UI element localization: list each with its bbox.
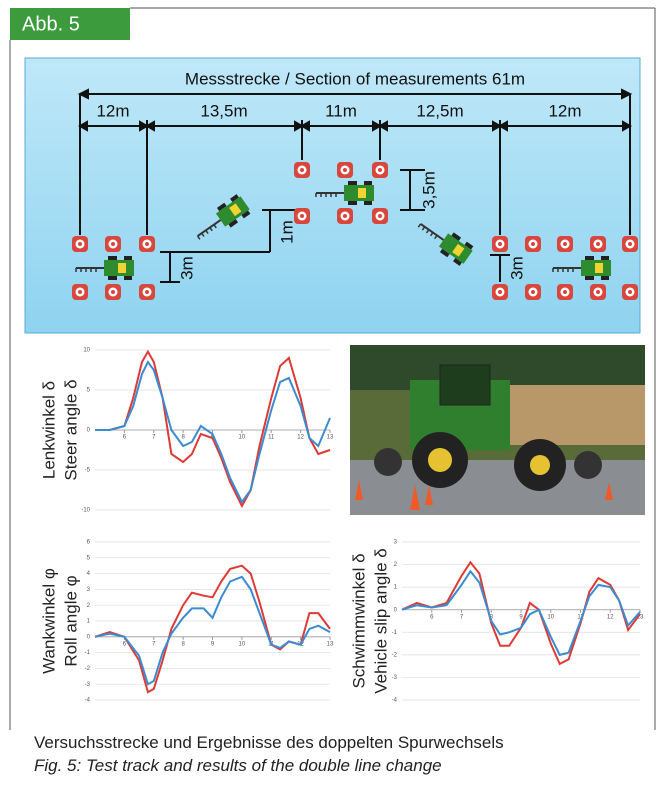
photo	[350, 345, 645, 515]
y-axis-label: Lenkwinkel δ	[39, 381, 58, 479]
y-axis-label: Roll angle φ	[61, 575, 80, 666]
offset-label: 3m	[177, 256, 196, 280]
y-tick-label: 0	[394, 607, 398, 613]
x-tick-label: 10	[547, 614, 554, 620]
y-tick-label: 10	[83, 348, 90, 354]
figure-label: Abb. 5	[22, 13, 80, 35]
y-tick-label: 3	[87, 587, 91, 593]
y-tick-label: 1	[87, 619, 91, 625]
y-tick-label: -1	[85, 650, 91, 656]
x-tick-label: 10	[239, 435, 246, 441]
segment-label: 13,5m	[200, 101, 247, 120]
y-tick-label: -1	[392, 630, 398, 636]
diagram-title: Messstrecke / Section of measurements 61…	[185, 69, 525, 88]
offset-label: 3,5m	[419, 171, 438, 209]
y-axis-label: Vehicle slip angle δ	[371, 548, 390, 694]
segment-label: 11m	[325, 101, 357, 120]
segment-label: 12,5m	[416, 101, 463, 120]
y-tick-label: 3	[394, 540, 398, 546]
y-tick-label: 0	[87, 428, 91, 434]
offset-label: 1m	[277, 220, 296, 244]
figure: Abb. 5 Messstrecke / Section of measurem…	[0, 0, 660, 790]
x-tick-label: 13	[327, 641, 334, 647]
y-tick-label: 5	[87, 555, 91, 561]
y-tick-label: -2	[85, 666, 91, 672]
y-axis-label: Steer angle δ	[61, 379, 80, 480]
y-tick-label: -3	[85, 682, 91, 688]
plot-area	[402, 542, 640, 700]
x-tick-label: 12	[607, 614, 614, 620]
y-tick-label: -2	[392, 652, 398, 658]
caption-en: Fig. 5: Test track and results of the do…	[34, 756, 442, 776]
y-tick-label: 0	[87, 634, 91, 640]
y-tick-label: 2	[87, 603, 91, 609]
y-tick-label: 6	[87, 540, 91, 546]
x-tick-label: 11	[268, 435, 275, 441]
y-tick-label: 5	[87, 388, 91, 394]
segment-label: 12m	[96, 101, 129, 120]
x-tick-label: 12	[297, 435, 304, 441]
y-tick-label: 2	[394, 562, 398, 568]
x-tick-label: 13	[327, 435, 334, 441]
y-tick-label: -5	[85, 468, 91, 474]
y-tick-label: 4	[87, 571, 91, 577]
caption-de: Versuchsstrecke und Ergebnisse des doppe…	[34, 733, 504, 753]
segment-label: 12m	[548, 101, 581, 120]
y-tick-label: -4	[392, 698, 398, 704]
y-axis-label: Schwimmwinkel δ	[349, 553, 368, 688]
y-tick-label: -4	[85, 698, 91, 704]
y-axis-label: Wankwinkel φ	[39, 568, 58, 674]
y-tick-label: -10	[81, 508, 90, 514]
y-tick-label: 1	[394, 585, 398, 591]
y-tick-label: -3	[392, 675, 398, 681]
offset-label: 3m	[507, 256, 526, 280]
x-tick-label: 10	[239, 641, 246, 647]
page: {"header": {"label": "Abb. 5"}, "diagram…	[0, 0, 660, 790]
